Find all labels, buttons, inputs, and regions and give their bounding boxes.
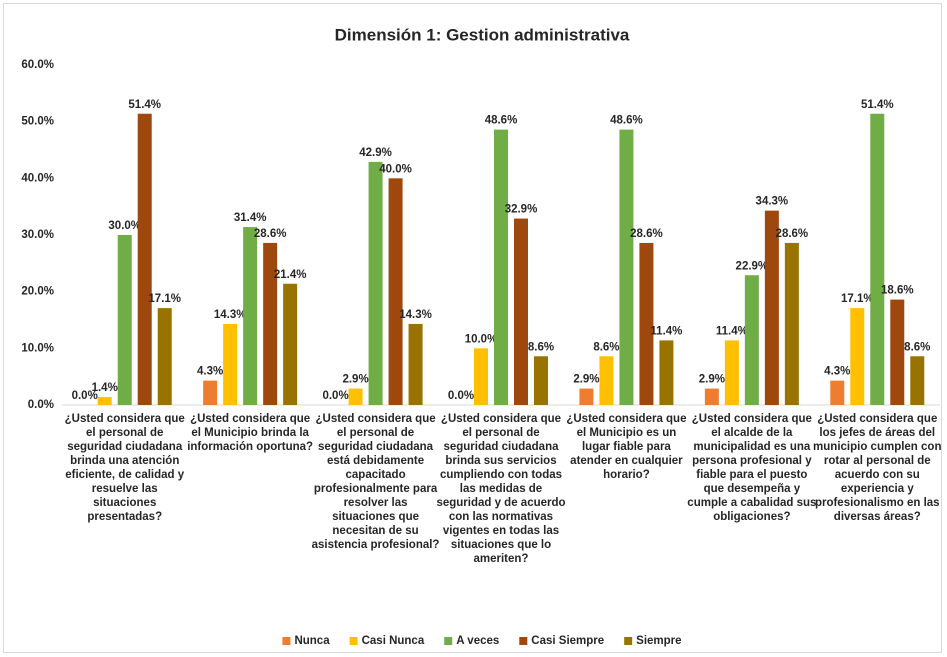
bar	[223, 323, 238, 405]
bar	[579, 388, 594, 405]
legend-label: Siempre	[636, 635, 681, 647]
value-label: 17.1%	[148, 293, 181, 305]
legend-label: Nunca	[294, 635, 330, 647]
value-label: 4.3%	[197, 366, 223, 378]
bar	[157, 308, 172, 405]
value-label: 40.0%	[379, 163, 412, 175]
bar	[263, 242, 278, 405]
legend-swatch	[624, 637, 633, 645]
legend-swatch	[349, 637, 358, 645]
bar	[494, 129, 508, 405]
x-tick-label: ¿Usted considera que los jefes de áreas …	[813, 413, 942, 523]
x-tick-label: ¿Usted considera que el personal de segu…	[311, 413, 440, 551]
bar	[243, 227, 258, 405]
y-tick-label: 10.0%	[21, 342, 54, 354]
x-tick-label: ¿Usted considera que el Municipio es un …	[566, 413, 687, 481]
value-label: 0.0%	[72, 390, 98, 402]
bar	[474, 348, 488, 405]
legend-label: A veces	[456, 635, 499, 647]
value-label: 10.0%	[465, 333, 498, 345]
value-label: 2.9%	[342, 374, 368, 386]
y-tick-label: 40.0%	[21, 172, 54, 184]
value-label: 11.4%	[716, 325, 748, 337]
value-label: 28.6%	[630, 228, 663, 240]
value-label: 42.9%	[359, 147, 392, 159]
value-label: 8.6%	[593, 341, 619, 353]
bar	[97, 397, 112, 405]
bar	[639, 242, 654, 405]
legend-label: Casi Nunca	[362, 635, 425, 647]
value-label: 14.3%	[214, 309, 247, 321]
x-tick-label: ¿Usted considera que el Municipio brinda…	[187, 413, 314, 453]
value-label: 8.6%	[528, 341, 554, 353]
y-tick-label: 60.0%	[21, 59, 54, 71]
bar	[890, 299, 905, 405]
x-tick-label: ¿Usted considera que el personal de segu…	[436, 413, 566, 565]
x-tick-label: ¿Usted considera que el alcalde de la mu…	[687, 413, 817, 523]
y-tick-label: 30.0%	[21, 229, 54, 241]
bar	[850, 308, 865, 405]
bar	[388, 178, 403, 405]
chart-title: Dimensión 1: Gestion administrativa	[335, 25, 630, 44]
bar	[137, 113, 152, 405]
value-label: 8.6%	[904, 341, 930, 353]
value-label: 21.4%	[274, 269, 307, 281]
bar	[283, 283, 298, 405]
value-label: 30.0%	[108, 220, 141, 232]
value-label: 2.9%	[699, 374, 725, 386]
value-label: 18.6%	[881, 285, 914, 297]
bar	[704, 388, 719, 405]
value-label: 1.4%	[92, 382, 118, 394]
value-label: 0.0%	[448, 390, 474, 402]
bar	[764, 210, 779, 405]
bar	[408, 323, 423, 405]
legend-label: Casi Siempre	[531, 635, 604, 647]
value-label: 2.9%	[573, 374, 599, 386]
y-tick-label: 20.0%	[21, 286, 54, 298]
bar	[784, 242, 799, 405]
bar	[203, 380, 218, 405]
bar	[619, 129, 634, 405]
value-label: 48.6%	[610, 115, 643, 127]
value-label: 32.9%	[505, 204, 538, 216]
legend-swatch	[282, 637, 291, 645]
bar	[368, 161, 383, 405]
legend-swatch	[519, 637, 528, 645]
value-label: 51.4%	[861, 99, 894, 111]
value-label: 51.4%	[128, 99, 161, 111]
value-label: 17.1%	[841, 293, 874, 305]
legend-swatch	[444, 637, 453, 645]
y-tick-label: 0.0%	[28, 399, 54, 411]
value-label: 34.3%	[756, 196, 789, 208]
x-tick-label: ¿Usted considera que el personal de segu…	[64, 413, 185, 523]
bar	[534, 356, 548, 405]
bar	[724, 340, 739, 405]
value-label: 0.0%	[322, 390, 348, 402]
y-tick-label: 50.0%	[21, 116, 54, 128]
bar	[830, 380, 845, 405]
bar	[348, 388, 363, 405]
bar	[870, 113, 885, 405]
value-label: 28.6%	[776, 228, 809, 240]
value-label: 4.3%	[824, 366, 850, 378]
bar	[117, 235, 132, 405]
bar	[910, 356, 925, 405]
bar	[659, 340, 674, 405]
bar	[599, 356, 614, 405]
value-label: 11.4%	[650, 325, 682, 337]
value-label: 14.3%	[399, 309, 432, 321]
bar	[744, 275, 759, 405]
value-label: 22.9%	[736, 260, 769, 272]
value-label: 48.6%	[485, 115, 518, 127]
bar	[514, 218, 528, 405]
value-label: 31.4%	[234, 212, 267, 224]
value-label: 28.6%	[254, 228, 287, 240]
